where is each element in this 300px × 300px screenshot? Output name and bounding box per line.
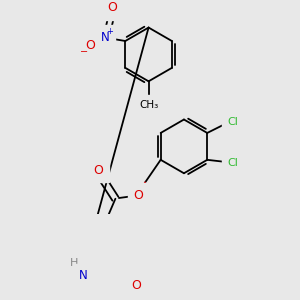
- Text: Cl: Cl: [227, 117, 238, 127]
- Text: O: O: [94, 164, 103, 177]
- Text: H: H: [70, 258, 79, 268]
- Text: CH₃: CH₃: [139, 100, 158, 110]
- Text: O: O: [133, 189, 143, 202]
- Text: +: +: [106, 27, 113, 36]
- Text: O: O: [85, 39, 95, 52]
- Text: O: O: [108, 1, 118, 14]
- Text: O: O: [132, 279, 142, 292]
- Text: Cl: Cl: [227, 158, 238, 168]
- Text: N: N: [79, 269, 87, 282]
- Text: −: −: [80, 46, 88, 57]
- Text: N: N: [101, 31, 110, 44]
